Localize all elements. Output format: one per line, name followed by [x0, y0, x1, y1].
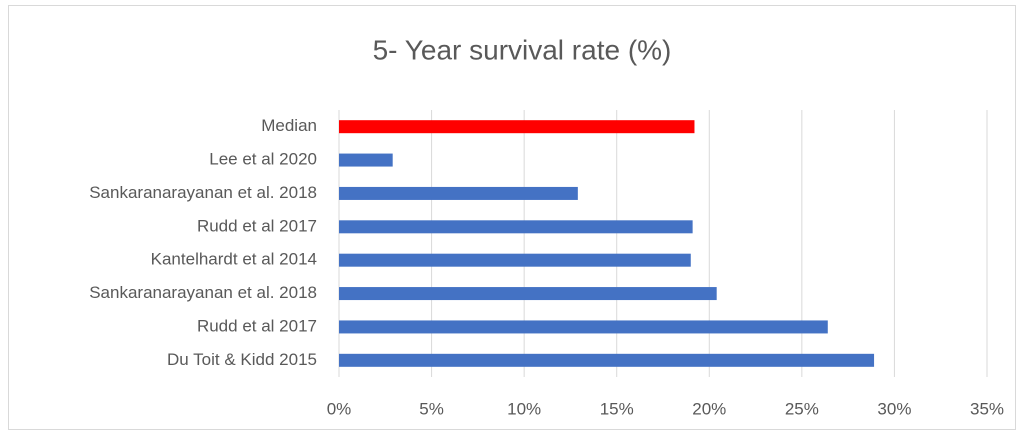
y-tick-label: Kantelhardt et al 2014 [151, 250, 317, 269]
bar [339, 287, 717, 301]
y-tick-label: Sankaranarayanan et al. 2018 [89, 183, 317, 202]
y-tick-label: Rudd et al 2017 [197, 316, 317, 335]
y-tick-label: Du Toit & Kidd 2015 [167, 350, 317, 369]
bar [339, 186, 578, 200]
bar [339, 253, 691, 267]
y-tick-label: Median [261, 116, 317, 135]
y-tick-label: Rudd et al 2017 [197, 216, 317, 235]
x-tick-label: 5% [419, 399, 444, 418]
bar [339, 353, 875, 367]
bar [339, 320, 828, 334]
chart-title: 5- Year survival rate (%) [373, 34, 672, 65]
x-tick-label: 25% [785, 399, 819, 418]
x-tick-label: 30% [877, 399, 911, 418]
x-tick-label: 15% [600, 399, 634, 418]
x-tick-label: 20% [692, 399, 726, 418]
x-tick-label: 10% [507, 399, 541, 418]
bar [339, 120, 695, 134]
bar [339, 153, 393, 167]
y-tick-label: Sankaranarayanan et al. 2018 [89, 283, 317, 302]
x-tick-label: 35% [970, 399, 1004, 418]
bar [339, 220, 693, 234]
x-tick-label: 0% [327, 399, 352, 418]
y-tick-label: Lee et al 2020 [209, 150, 317, 169]
